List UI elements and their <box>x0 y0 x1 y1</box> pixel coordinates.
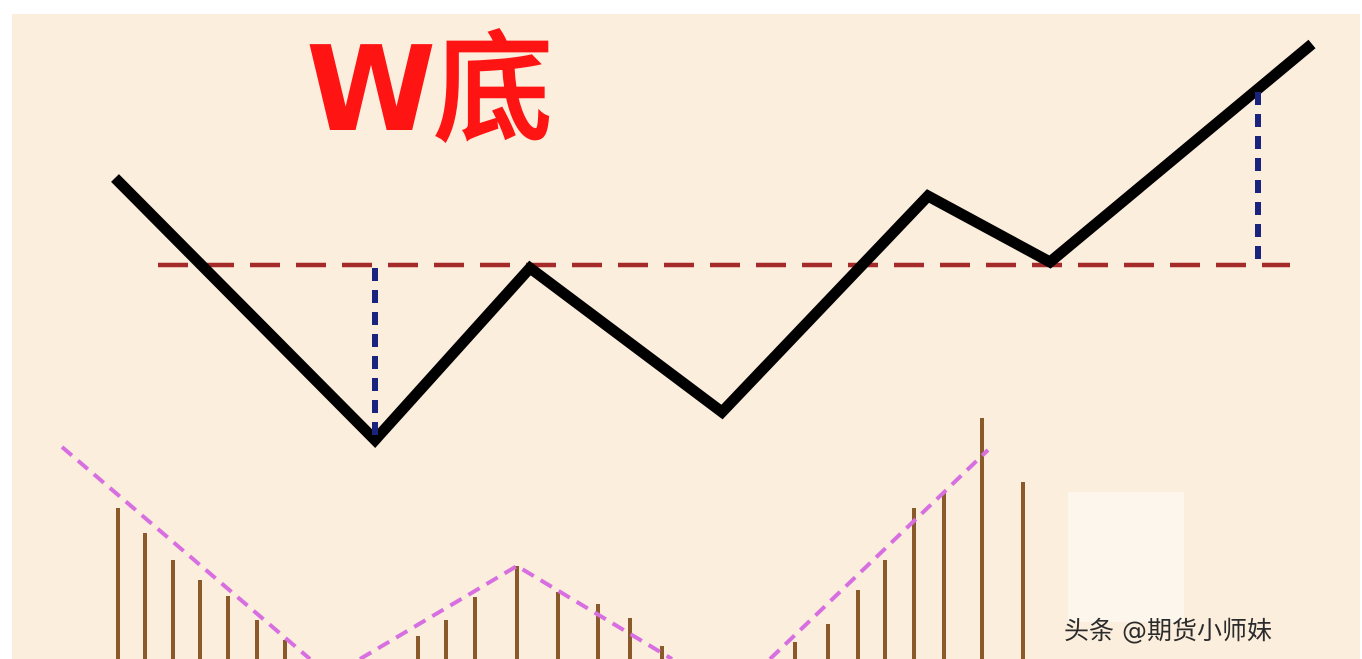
volume-trend-line <box>60 445 312 659</box>
volume-trend-line <box>768 448 990 659</box>
price-line <box>111 39 1316 449</box>
image-glare-patch <box>1068 492 1184 622</box>
diagram-title: W底 <box>306 20 552 158</box>
volume-bars <box>116 418 1025 659</box>
watermark-text: 头条 @期货小师妹 <box>1064 616 1272 645</box>
volume-trend-line <box>358 563 674 659</box>
